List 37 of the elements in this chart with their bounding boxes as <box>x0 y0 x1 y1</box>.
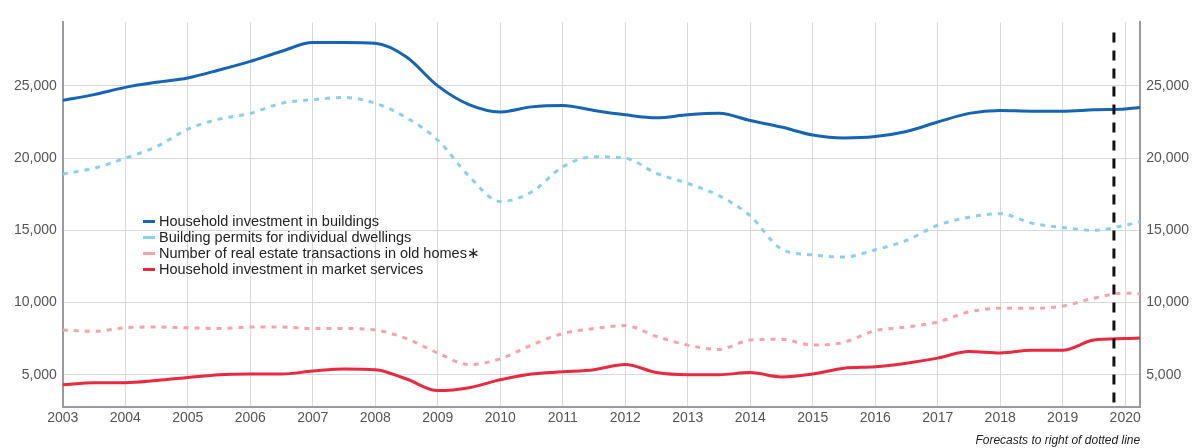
x-tick-label: 2015 <box>797 409 829 426</box>
text: Forecasts to right of dotted line <box>975 433 1141 447</box>
x-tick-label: 2006 <box>234 409 267 426</box>
x-tick-label: 2013 <box>672 409 704 426</box>
line-series <box>62 291 1141 367</box>
legend-label: Number of real estate transactions in old homes∗ <box>159 245 480 261</box>
y-tick-label: 15,000 <box>13 221 58 238</box>
y-tick-label: 10,000 <box>13 293 58 310</box>
x-tick-label: 2010 <box>484 409 517 426</box>
legend-label: Building permits for individual dwellings <box>159 229 412 245</box>
x-tick-label: 2017 <box>922 409 954 426</box>
y2-tick-label: 10,000 <box>1146 293 1190 310</box>
y-tick-label: 25,000 <box>13 76 58 93</box>
y2-tick-label: 25,000 <box>1146 76 1190 93</box>
y2-tick-label: 5,000 <box>1146 365 1182 382</box>
x-tick-label: 2014 <box>734 409 767 426</box>
x-tick-label: 2020 <box>1109 409 1141 426</box>
x-tick-label: 2008 <box>359 409 392 426</box>
x-tick-label: 2018 <box>984 409 1016 426</box>
x-tick-label: 2016 <box>859 409 891 426</box>
legend-label: Household investment in buildings <box>159 213 380 229</box>
x-tick-label: 2012 <box>609 409 642 426</box>
x-tick-label: 2011 <box>547 409 579 426</box>
x-tick-label: 2005 <box>172 409 204 426</box>
legend-label: Household investment in market services <box>159 261 424 277</box>
y2-tick-label: 15,000 <box>1146 221 1190 238</box>
x-tick-label: 2019 <box>1047 409 1079 426</box>
x-tick-label: 2009 <box>422 409 454 426</box>
y-tick-label: 20,000 <box>13 148 58 165</box>
x-tick-label: 2007 <box>297 409 329 426</box>
y-tick-label: 5,000 <box>21 365 58 382</box>
x-tick-label: 2004 <box>109 409 142 426</box>
y2-tick-label: 20,000 <box>1146 148 1190 165</box>
x-tick-label: 2003 <box>47 409 79 426</box>
line-series <box>62 336 1141 393</box>
line-series <box>62 95 1141 259</box>
line-series <box>62 41 1141 140</box>
